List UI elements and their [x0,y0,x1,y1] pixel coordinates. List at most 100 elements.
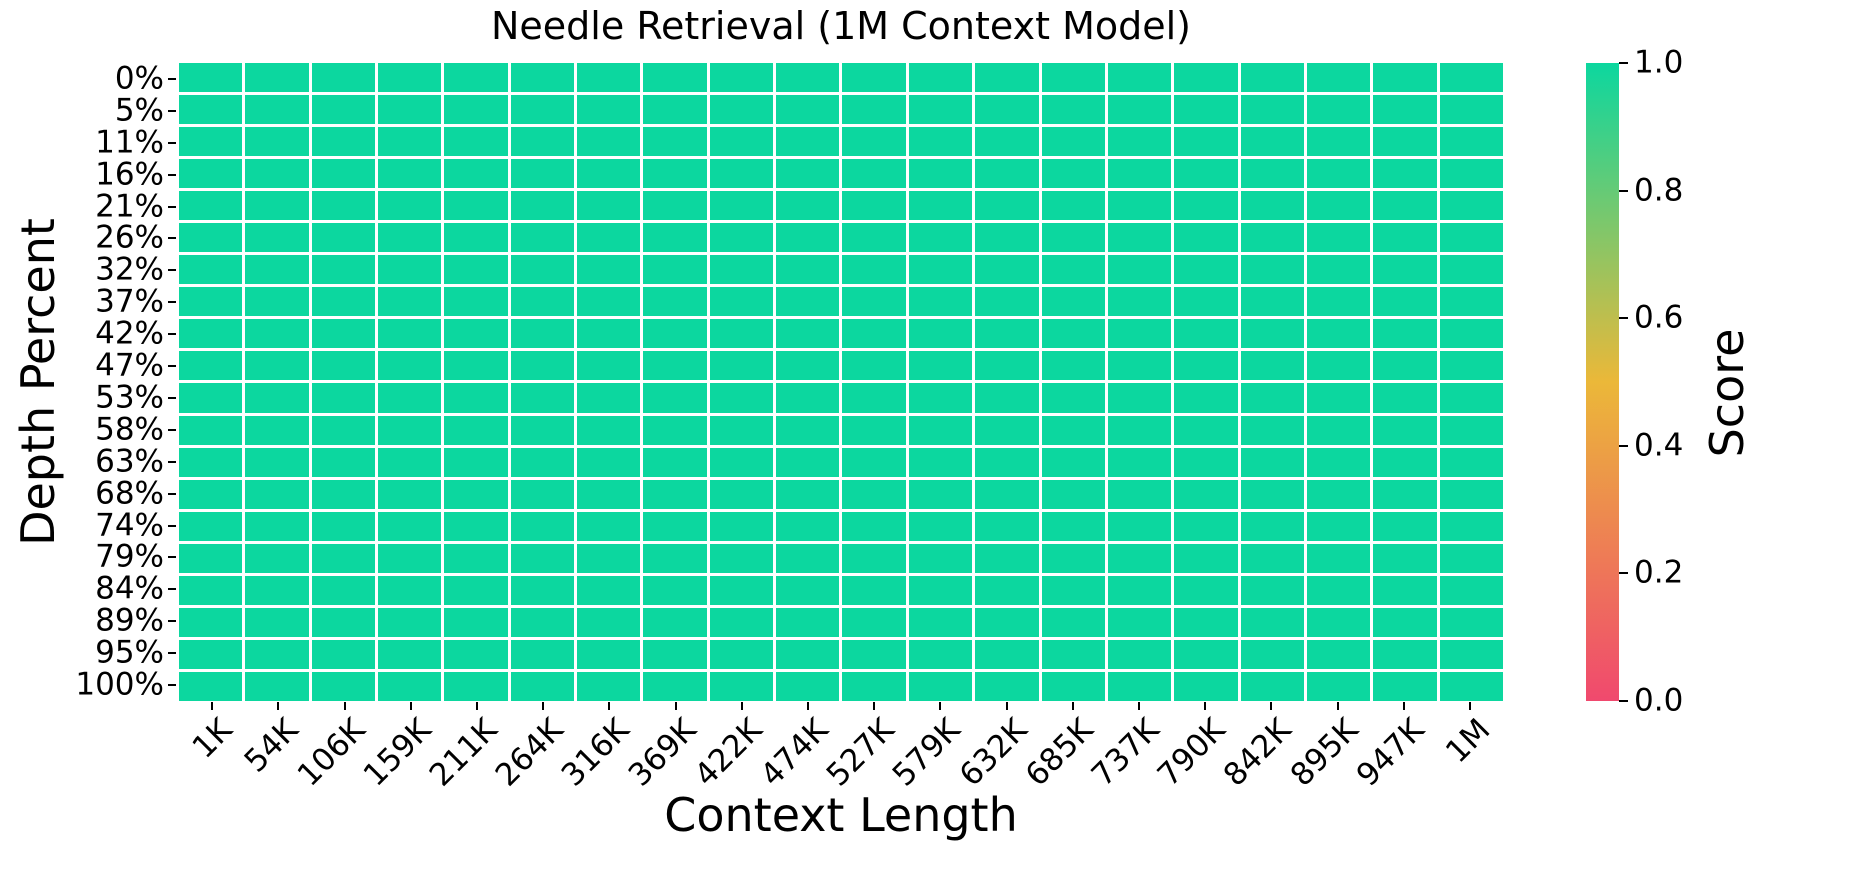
heatmap-cell [1041,63,1105,93]
heatmap-cell [1240,607,1304,637]
heatmap-cell [179,415,243,445]
heatmap-cell [776,127,840,157]
x-tick-mark [873,702,876,710]
heatmap-cell [643,95,707,125]
colorbar-tick-label: 0.2 [1634,554,1684,591]
heatmap-cell [378,543,442,573]
heatmap-cell [1240,479,1304,509]
colorbar-tick-label: 0.6 [1634,299,1684,336]
x-tick-mark [1204,702,1207,710]
heatmap-cell [378,319,442,349]
heatmap-cell [1240,287,1304,317]
heatmap-cell [444,671,508,701]
heatmap-cell [1107,511,1172,541]
y-tick-label: 53% [95,379,164,416]
heatmap-cell [709,191,774,221]
x-tick-mark [409,702,412,710]
heatmap-cell [1107,479,1172,509]
heatmap-cell [643,223,707,253]
heatmap-cell [709,415,774,445]
heatmap-cell [311,287,376,317]
heatmap-cell [1107,607,1172,637]
heatmap-cell [311,639,376,669]
heatmap-cell [975,191,1039,221]
heatmap-cell [709,287,774,317]
heatmap-cell [1174,63,1238,93]
y-tick-mark [168,492,176,495]
heatmap-cell [908,191,973,221]
heatmap-cell [179,319,243,349]
y-tick-mark [168,524,176,527]
heatmap-cell [510,671,575,701]
heatmap-cell [444,223,508,253]
heatmap-cell [311,159,376,189]
heatmap-cell [378,159,442,189]
heatmap-cell [311,543,376,573]
heatmap-cell [643,447,707,477]
heatmap-cell [842,287,906,317]
heatmap-cell [776,287,840,317]
heatmap-cell [1306,159,1371,189]
heatmap-cell [975,383,1039,413]
heatmap-cell [842,607,906,637]
heatmap-cell [510,639,575,669]
heatmap-cell [1107,63,1172,93]
heatmap-cell [1439,159,1503,189]
heatmap-cell [378,639,442,669]
heatmap-cell [776,415,840,445]
heatmap-cell [1306,415,1371,445]
heatmap-cell [1240,191,1304,221]
heatmap-cell [510,511,575,541]
heatmap-cell [1107,415,1172,445]
heatmap-cell [776,95,840,125]
heatmap-cell [577,479,641,509]
heatmap-cell [1373,191,1437,221]
heatmap-cell [378,127,442,157]
heatmap-cell [1174,351,1238,381]
x-tick-mark [1071,702,1074,710]
heatmap-cell [1107,255,1172,285]
heatmap-cell [444,287,508,317]
heatmap-cell [1041,575,1105,605]
heatmap-cell [577,383,641,413]
heatmap-cell [643,575,707,605]
heatmap-cell [1306,639,1371,669]
heatmap-cell [908,351,973,381]
heatmap-cell [179,351,243,381]
heatmap-cell [1306,479,1371,509]
heatmap-cell [842,127,906,157]
heatmap-cell [1240,351,1304,381]
heatmap-cell [1306,95,1371,125]
heatmap-cell [1439,223,1503,253]
heatmap-cell [709,351,774,381]
heatmap-cell [577,287,641,317]
x-tick-mark [1270,702,1273,710]
heatmap-cell [842,255,906,285]
heatmap-cell [1439,95,1503,125]
heatmap-cell [1240,511,1304,541]
heatmap-cell [179,543,243,573]
heatmap-cell [776,479,840,509]
heatmap-cell [975,415,1039,445]
y-tick-mark [168,556,176,559]
heatmap-cell [1439,351,1503,381]
heatmap-cell [1107,639,1172,669]
heatmap-cell [311,63,376,93]
heatmap-cell [709,639,774,669]
heatmap-cell [510,191,575,221]
x-tick-mark [1336,702,1339,710]
x-axis-label: Context Length [664,788,1018,842]
heatmap-cell [1306,63,1371,93]
heatmap-cell [378,479,442,509]
x-tick-mark [1402,702,1405,710]
heatmap-cell [1306,671,1371,701]
y-tick-label: 0% [114,60,164,97]
heatmap-cell [1174,511,1238,541]
heatmap-cell [1439,383,1503,413]
heatmap-cell [908,127,973,157]
heatmap-cell [1373,223,1437,253]
heatmap-cell [444,415,508,445]
heatmap-cell [311,319,376,349]
heatmap-cell [1306,255,1371,285]
heatmap-cell [842,95,906,125]
